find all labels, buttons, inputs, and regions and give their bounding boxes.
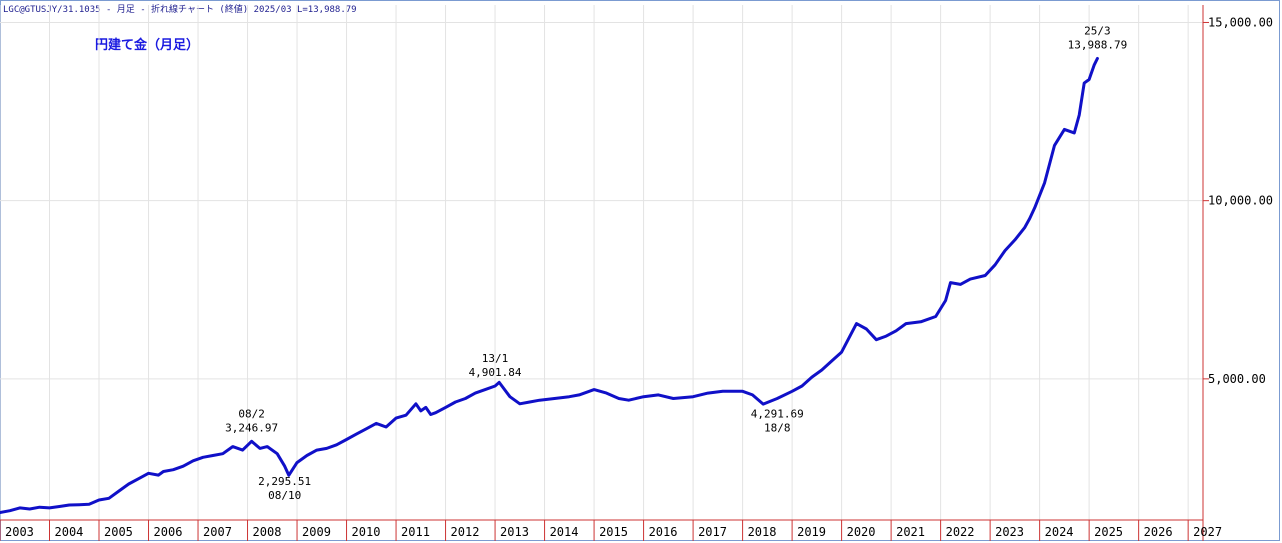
chart-title: 円建て金（月足）	[95, 38, 200, 53]
y-tick-label: 15,000.00	[1208, 15, 1273, 29]
annotation-label: 4,901.84	[469, 366, 522, 379]
x-tick-label: 2024	[1045, 525, 1074, 539]
x-tick-label: 2019	[797, 525, 826, 539]
annotation-label: 08/10	[268, 489, 301, 502]
x-tick-label: 2006	[154, 525, 183, 539]
series-line	[0, 57, 1099, 514]
x-tick-label: 2005	[104, 525, 133, 539]
x-tick-label: 2014	[550, 525, 579, 539]
x-tick-label: 2022	[946, 525, 975, 539]
annotation-label: 18/8	[764, 421, 791, 434]
annotation-label: 2,295.51	[258, 475, 311, 488]
horizontal-gridlines	[0, 21, 1203, 380]
x-tick-label: 2017	[698, 525, 727, 539]
chart-header-info: LGC@GTUSJY/31.1035 - 月足 - 折れ線チャート (終値) 2…	[3, 5, 357, 15]
series-layer	[0, 57, 1099, 514]
x-tick-label: 2007	[203, 525, 232, 539]
x-tick-label: 2020	[847, 525, 876, 539]
x-tick-label: 2016	[649, 525, 678, 539]
annotation-label: 25/3	[1084, 25, 1111, 38]
annotation-label: 4,291.69	[751, 407, 804, 420]
y-axis-tick-labels: 5,000.00 10,000.00 15,000.00	[1208, 15, 1273, 385]
x-tick-label: 2011	[401, 525, 430, 539]
x-tick-label: 2025	[1094, 525, 1123, 539]
x-tick-label: 2008	[253, 525, 282, 539]
x-tick-label: 2003	[5, 525, 34, 539]
x-tick-label: 2023	[995, 525, 1024, 539]
x-tick-label: 2015	[599, 525, 628, 539]
y-tick-label: 10,000.00	[1208, 194, 1273, 208]
chart-axes	[0, 5, 1209, 541]
annotation-label: 3,246.97	[225, 421, 278, 434]
x-tick-label: 2026	[1144, 525, 1173, 539]
x-tick-label: 2027	[1193, 525, 1222, 539]
x-tick-label: 2012	[451, 525, 480, 539]
x-tick-label: 2018	[748, 525, 777, 539]
x-tick-label: 2013	[500, 525, 529, 539]
x-tick-label: 2021	[896, 525, 925, 539]
x-tick-label: 2004	[55, 525, 84, 539]
annotation-label: 13/1	[482, 352, 509, 365]
x-tick-label: 2010	[352, 525, 381, 539]
annotation-label: 08/2	[238, 407, 265, 420]
x-axis-tick-labels: 2003 2004 2005 2006 2007 2008 2009 2010 2011 2012…	[5, 525, 1222, 539]
y-tick-label: 5,000.00	[1208, 372, 1266, 386]
vertical-gridlines	[0, 5, 1189, 520]
x-tick-label: 2009	[302, 525, 331, 539]
annotation-label: 13,988.79	[1068, 39, 1128, 52]
